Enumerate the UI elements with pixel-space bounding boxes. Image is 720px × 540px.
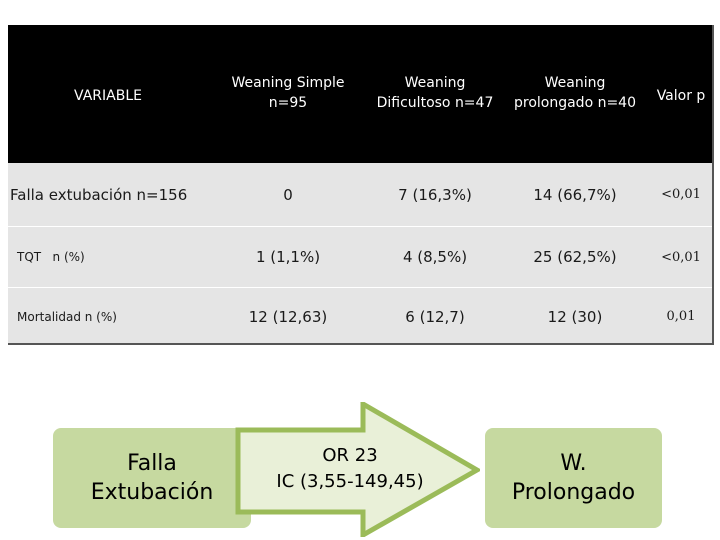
header-weaning-prolongado-line1: Weaning <box>544 75 606 91</box>
row-label: Mortalidad n (%) <box>17 309 117 324</box>
header-weaning-dificultoso-line2: Dificultoso n=47 <box>376 95 494 111</box>
cell-valor-p: <0,01 <box>661 249 701 265</box>
table-row-falla-extubacion: Falla extubación n=156 0 7 (16,3%) 14 (6… <box>8 163 714 227</box>
header-weaning-simple-line1: Weaning Simple <box>231 75 345 91</box>
cell-weaning-dificultoso: 4 (8,5%) <box>402 248 468 266</box>
cell-weaning-simple: 0 <box>283 185 293 204</box>
odds-ratio-value: OR 23 <box>322 445 378 466</box>
header-variable: VARIABLE <box>38 86 178 106</box>
table-row-mortalidad: Mortalidad n (%) 12 (12,63) 6 (12,7) 12 … <box>8 288 714 346</box>
cell-weaning-dificultoso: 6 (12,7) <box>405 307 465 326</box>
cell-weaning-simple: 1 (1,1%) <box>255 248 321 266</box>
header-weaning-prolongado: Weaning prolongado n=40 <box>500 73 650 113</box>
header-weaning-dificultoso: Weaning Dificultoso n=47 <box>360 73 510 113</box>
table-row-tqt: TQT n (%) 1 (1,1%) 4 (8,5%) 25 (62,5%) <… <box>8 227 714 288</box>
header-weaning-prolongado-line2: prolongado n=40 <box>513 95 636 111</box>
falla-extubacion-line1: Falla <box>127 451 177 476</box>
header-weaning-simple-line2: n=95 <box>268 95 308 111</box>
arrow-shape <box>235 402 480 537</box>
cell-weaning-prolongado: 14 (66,7%) <box>533 185 617 204</box>
cell-weaning-dificultoso: 7 (16,3%) <box>398 185 472 204</box>
header-weaning-simple: Weaning Simple n=95 <box>208 73 368 113</box>
falla-extubacion-box: Falla Extubación <box>53 428 251 528</box>
weaning-prolongado-line1: W. <box>560 451 587 476</box>
cell-valor-p: 0,01 <box>666 309 696 324</box>
falla-extubacion-line2: Extubación <box>90 480 214 505</box>
cell-weaning-simple: 12 (12,63) <box>248 307 328 326</box>
header-variable-label: VARIABLE <box>74 88 142 104</box>
confidence-interval: IC (3,55-149,45) <box>276 471 424 492</box>
cell-valor-p: <0,01 <box>661 187 701 202</box>
odds-ratio-label: OR 23 IC (3,55-149,45) <box>260 443 440 495</box>
header-valor-p-label: Valor p <box>656 88 706 104</box>
row-label: Falla extubación n=156 <box>10 185 188 204</box>
header-weaning-dificultoso-line1: Weaning <box>404 75 466 91</box>
table-header: VARIABLE Weaning Simple n=95 Weaning Dif… <box>8 25 714 163</box>
header-valor-p: Valor p <box>648 86 714 106</box>
arrow-right-icon <box>235 402 480 537</box>
row-label: TQT n (%) <box>17 250 85 264</box>
weaning-prolongado-box: W. Prolongado <box>485 428 662 528</box>
results-table: VARIABLE Weaning Simple n=95 Weaning Dif… <box>8 25 714 346</box>
cell-weaning-prolongado: 12 (30) <box>547 307 603 326</box>
weaning-prolongado-line2: Prolongado <box>511 480 636 505</box>
cell-weaning-prolongado: 25 (62,5%) <box>533 248 617 266</box>
